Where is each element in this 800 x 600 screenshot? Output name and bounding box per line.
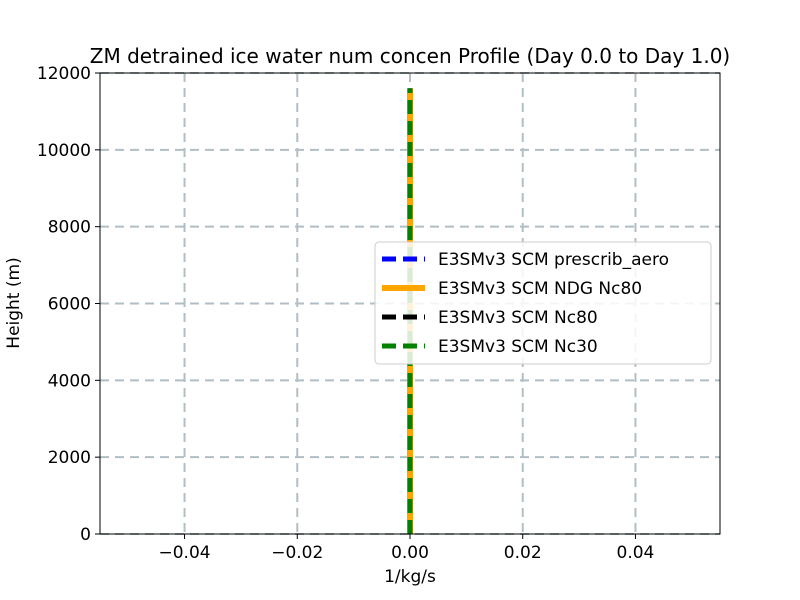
y-tick-label: 8000 [48,218,91,238]
y-tick-label: 2000 [48,448,91,468]
y-tick-label: 0 [80,525,91,545]
y-tick-label: 6000 [48,295,91,315]
y-tick-label: 12000 [37,64,91,84]
y-axis: 0 2000 4000 6000 8000 10000 12000 [37,64,100,545]
legend-label-4: E3SMv3 SCM Nc30 [438,337,598,357]
x-tick-label: 0.02 [504,543,542,563]
legend-label-3: E3SMv3 SCM Nc80 [438,308,598,328]
x-axis: −0.04 −0.02 0.00 0.02 0.04 [158,534,654,563]
x-tick-label: −0.02 [271,543,323,563]
legend-label-2: E3SMv3 SCM NDG Nc80 [438,279,642,299]
y-axis-label: Height (m) [4,257,24,348]
x-tick-label: −0.04 [158,543,210,563]
legend-label-1: E3SMv3 SCM prescrib_aero [438,250,669,270]
legend: E3SMv3 SCM prescrib_aero E3SMv3 SCM NDG N… [374,241,712,365]
x-tick-label: 0.04 [617,543,655,563]
legend-box [374,241,712,365]
chart-title: ZM detrained ice water num concen Profil… [90,44,730,68]
y-tick-label: 4000 [48,371,91,391]
x-axis-label: 1/kg/s [384,567,436,587]
y-tick-label: 10000 [37,141,91,161]
x-tick-label: 0.00 [391,543,429,563]
